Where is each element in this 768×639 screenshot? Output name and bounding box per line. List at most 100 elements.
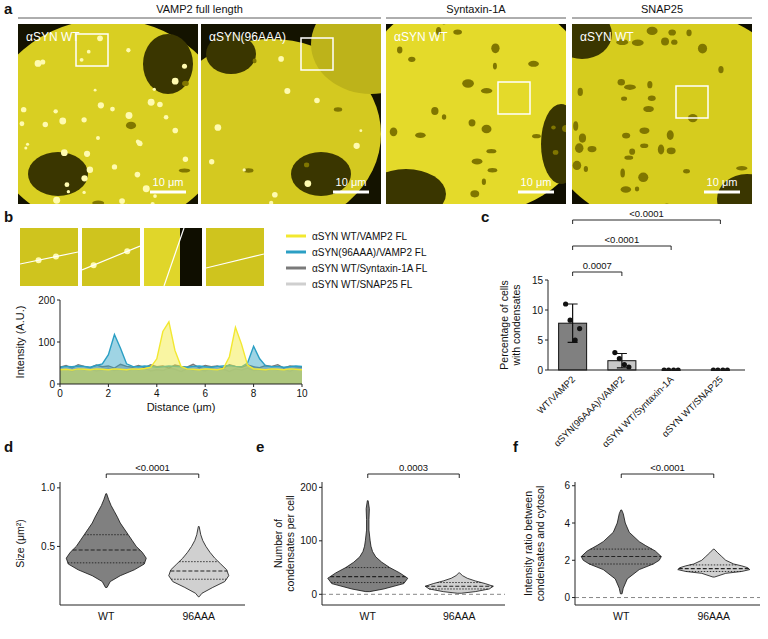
scale-bar-label: 10 μm xyxy=(336,176,367,188)
scale-bar-label: 10 μm xyxy=(153,176,184,188)
quartile-line xyxy=(429,588,489,589)
vacuole xyxy=(390,127,398,136)
vacuole xyxy=(629,149,635,155)
category-label: WT xyxy=(613,610,630,622)
condensate xyxy=(209,159,214,164)
condensate xyxy=(67,190,70,193)
inset-box xyxy=(676,86,708,118)
vacuole xyxy=(736,166,747,170)
point xyxy=(573,337,578,342)
p-value: <0.0001 xyxy=(135,462,170,473)
micrograph-image xyxy=(201,24,381,204)
tick xyxy=(57,487,60,488)
axis-title: Intensity (A.U.) xyxy=(14,306,26,379)
tick xyxy=(572,560,575,561)
tick-label: 100 xyxy=(300,535,317,546)
point xyxy=(577,326,582,331)
vacuole xyxy=(431,107,438,115)
tick xyxy=(57,342,60,343)
tick xyxy=(108,384,109,387)
condensate xyxy=(153,88,156,91)
plot-area xyxy=(559,301,730,371)
header: VAMP2 full length xyxy=(156,3,243,15)
crop xyxy=(144,228,210,286)
tick xyxy=(572,523,575,524)
vacuole xyxy=(462,79,474,87)
crop xyxy=(82,228,140,286)
tick xyxy=(57,546,60,547)
profile-line xyxy=(206,254,264,268)
legend-swatch xyxy=(286,267,306,270)
category-label: 96AAA xyxy=(697,610,730,622)
significance-bracket xyxy=(106,474,199,478)
tick-label: 4 xyxy=(564,518,570,529)
header: Syntaxin-1A xyxy=(446,3,506,15)
image-label: αSYN WT xyxy=(26,30,80,44)
median-line xyxy=(425,586,493,587)
vacuole xyxy=(658,144,664,154)
vacuole xyxy=(647,81,652,88)
vacuole xyxy=(671,40,677,45)
plot-area xyxy=(328,501,494,594)
tick-label: 6 xyxy=(564,480,570,491)
micrograph-image xyxy=(386,24,566,204)
violin xyxy=(328,501,408,592)
header-rule xyxy=(18,18,381,19)
tick xyxy=(156,384,157,387)
line xyxy=(60,334,302,367)
condensate xyxy=(284,88,290,94)
crop-image xyxy=(20,228,78,286)
tick-label: 2 xyxy=(564,555,570,566)
condensate xyxy=(112,164,117,169)
tick-label: 5 xyxy=(537,335,543,346)
vacuole xyxy=(618,79,625,85)
condensate xyxy=(182,64,187,69)
label-line: with condensates xyxy=(510,284,522,366)
error-bar xyxy=(617,354,627,368)
tick-label: 6 xyxy=(202,388,208,399)
background xyxy=(20,228,78,286)
quartile-line xyxy=(686,571,742,572)
condensate xyxy=(24,146,27,149)
header: SNAP25 xyxy=(641,3,683,15)
vacuole xyxy=(640,143,648,148)
tick-label: 200 xyxy=(38,295,55,306)
condensate xyxy=(314,98,320,104)
condensate xyxy=(143,185,150,192)
x-axis xyxy=(548,370,745,371)
vacuole xyxy=(415,132,426,138)
p-value: 0.0003 xyxy=(399,462,428,473)
condensate xyxy=(59,118,66,125)
crop-image xyxy=(144,228,202,286)
vacuole xyxy=(578,88,583,96)
background xyxy=(206,228,264,286)
tick-label: 200 xyxy=(300,482,317,493)
tick-label: 4 xyxy=(154,388,160,399)
scale-bar-label: 10 μm xyxy=(707,176,738,188)
p-value: <0.0001 xyxy=(605,234,640,245)
crop xyxy=(206,228,264,286)
category-label: WT xyxy=(360,610,377,622)
vacuole xyxy=(491,43,499,53)
dark-region xyxy=(28,152,88,196)
vacuole xyxy=(686,29,691,36)
vacuole xyxy=(482,125,492,134)
plot-area xyxy=(60,322,302,384)
vacuole xyxy=(481,88,493,93)
micrograph: 10 μmαSYN WT xyxy=(542,9,768,229)
cell xyxy=(311,24,381,94)
legend-label: αSYN WT/Syntaxin-1A FL xyxy=(312,263,428,274)
tick xyxy=(57,300,60,301)
point xyxy=(568,318,573,323)
dark-region xyxy=(180,228,202,286)
condensate xyxy=(243,168,246,171)
micrograph-image xyxy=(18,24,198,204)
tick xyxy=(545,370,548,371)
crop-image xyxy=(82,228,140,286)
scale-bar xyxy=(333,191,369,194)
vacuole xyxy=(624,156,633,160)
condensate xyxy=(215,124,222,131)
category-label: 96AAA xyxy=(443,610,476,622)
tick xyxy=(319,594,322,595)
reference-line xyxy=(575,597,760,598)
